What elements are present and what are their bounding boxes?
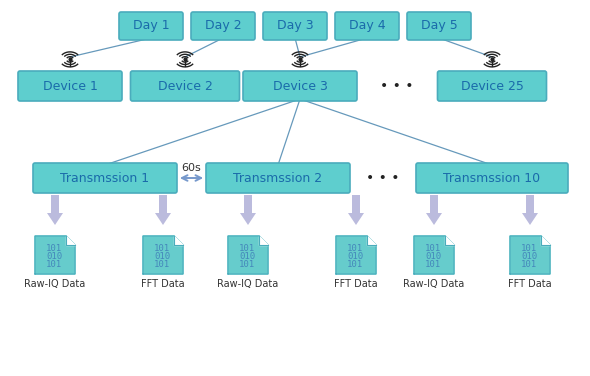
Text: Device 25: Device 25 <box>461 79 523 92</box>
Polygon shape <box>510 236 550 274</box>
Text: • • •: • • • <box>366 171 400 185</box>
FancyBboxPatch shape <box>335 12 399 40</box>
Text: 010: 010 <box>46 252 62 261</box>
Text: 101: 101 <box>347 260 363 269</box>
Text: • • •: • • • <box>381 79 414 93</box>
Polygon shape <box>526 195 534 213</box>
Text: Device 2: Device 2 <box>158 79 212 92</box>
Text: Day 4: Day 4 <box>349 20 385 32</box>
Text: FFT Data: FFT Data <box>508 279 552 289</box>
FancyBboxPatch shape <box>407 12 471 40</box>
FancyBboxPatch shape <box>263 12 327 40</box>
Polygon shape <box>35 236 75 274</box>
FancyBboxPatch shape <box>243 71 357 101</box>
FancyBboxPatch shape <box>119 12 183 40</box>
Text: Raw-IQ Data: Raw-IQ Data <box>217 279 278 289</box>
Text: 60s: 60s <box>182 163 201 173</box>
Polygon shape <box>352 195 360 213</box>
FancyBboxPatch shape <box>191 12 255 40</box>
Polygon shape <box>66 236 75 245</box>
Polygon shape <box>259 236 268 245</box>
Text: Transmssion 1: Transmssion 1 <box>60 171 149 185</box>
Polygon shape <box>541 236 550 245</box>
Text: FFT Data: FFT Data <box>334 279 378 289</box>
FancyBboxPatch shape <box>438 71 546 101</box>
Text: 101: 101 <box>425 260 441 269</box>
Polygon shape <box>348 213 364 225</box>
FancyBboxPatch shape <box>33 163 177 193</box>
Text: Transmssion 10: Transmssion 10 <box>444 171 540 185</box>
Text: Day 2: Day 2 <box>205 20 241 32</box>
Text: Day 1: Day 1 <box>133 20 169 32</box>
Text: 101: 101 <box>347 244 363 253</box>
Polygon shape <box>367 236 376 245</box>
Polygon shape <box>47 213 63 225</box>
Text: Raw-IQ Data: Raw-IQ Data <box>24 279 86 289</box>
FancyBboxPatch shape <box>206 163 350 193</box>
Text: 010: 010 <box>154 252 170 261</box>
Polygon shape <box>426 213 442 225</box>
Polygon shape <box>414 236 454 274</box>
Polygon shape <box>143 236 183 274</box>
Polygon shape <box>522 213 538 225</box>
Text: 101: 101 <box>521 244 537 253</box>
Text: Transmssion 2: Transmssion 2 <box>234 171 323 185</box>
Polygon shape <box>155 213 171 225</box>
Text: Device 1: Device 1 <box>42 79 97 92</box>
Text: Raw-IQ Data: Raw-IQ Data <box>404 279 465 289</box>
Text: Device 3: Device 3 <box>273 79 327 92</box>
Text: 101: 101 <box>154 260 170 269</box>
Polygon shape <box>445 236 454 245</box>
FancyBboxPatch shape <box>18 71 122 101</box>
Text: 101: 101 <box>425 244 441 253</box>
Polygon shape <box>430 195 438 213</box>
Text: 101: 101 <box>46 260 62 269</box>
Text: 010: 010 <box>239 252 255 261</box>
Polygon shape <box>244 195 252 213</box>
Polygon shape <box>51 195 59 213</box>
Text: 010: 010 <box>425 252 441 261</box>
Text: 101: 101 <box>46 244 62 253</box>
Polygon shape <box>336 236 376 274</box>
Text: 101: 101 <box>521 260 537 269</box>
Text: Day 3: Day 3 <box>277 20 313 32</box>
FancyBboxPatch shape <box>130 71 240 101</box>
Polygon shape <box>159 195 167 213</box>
Polygon shape <box>174 236 183 245</box>
Text: 101: 101 <box>239 260 255 269</box>
Text: 101: 101 <box>239 244 255 253</box>
Text: 101: 101 <box>154 244 170 253</box>
Polygon shape <box>240 213 256 225</box>
Polygon shape <box>228 236 268 274</box>
Text: 010: 010 <box>347 252 363 261</box>
FancyBboxPatch shape <box>416 163 568 193</box>
Text: FFT Data: FFT Data <box>141 279 185 289</box>
Text: 010: 010 <box>521 252 537 261</box>
Text: Day 5: Day 5 <box>421 20 457 32</box>
